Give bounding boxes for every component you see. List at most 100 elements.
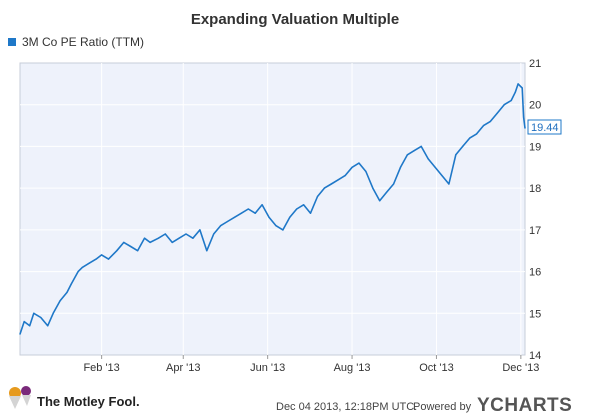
series-point xyxy=(386,191,388,193)
legend-label: 3M Co PE Ratio (TTM) xyxy=(22,35,144,49)
series-point xyxy=(476,133,478,135)
series-point xyxy=(413,150,415,152)
y-axis: 14 15 16 17 18 19 20 21 xyxy=(529,58,541,362)
series-point xyxy=(282,229,284,231)
y-tick-label: 21 xyxy=(529,58,541,70)
series-point xyxy=(523,116,525,118)
series-point xyxy=(101,254,103,256)
series-point xyxy=(164,233,166,235)
y-tick-label: 20 xyxy=(529,100,541,112)
x-tick-label: Oct '13 xyxy=(419,362,454,374)
last-value-callout: 19.44 xyxy=(527,119,562,135)
last-value-box xyxy=(527,119,562,135)
series-point xyxy=(489,120,491,122)
series-point xyxy=(330,183,332,185)
series-point xyxy=(462,145,464,147)
series-point xyxy=(178,237,180,239)
series-point xyxy=(455,154,457,156)
series-point xyxy=(441,175,443,177)
series-point xyxy=(427,158,429,160)
series-point xyxy=(268,216,270,218)
series-point xyxy=(337,179,339,181)
series-point xyxy=(137,250,139,252)
series-point xyxy=(351,166,353,168)
series-point xyxy=(206,250,208,252)
series-point xyxy=(420,145,422,147)
series-point xyxy=(510,99,512,102)
y-tick-label: 15 xyxy=(529,308,541,320)
series-point xyxy=(469,137,471,139)
series-point xyxy=(81,266,83,268)
series-point xyxy=(517,83,519,85)
series-point xyxy=(296,208,298,210)
series-point xyxy=(406,154,408,156)
series-point xyxy=(171,241,173,243)
x-tick-label: Aug '13 xyxy=(334,362,371,374)
series-point xyxy=(524,127,526,129)
series-point xyxy=(496,112,498,114)
series-point xyxy=(59,300,61,302)
series-point xyxy=(275,225,277,227)
series-point xyxy=(33,312,35,314)
legend: 3M Co PE Ratio (TTM) xyxy=(8,35,144,49)
series-point xyxy=(482,125,485,127)
series-point xyxy=(233,216,236,218)
gridlines xyxy=(20,63,525,355)
series-point xyxy=(19,333,21,335)
series-point xyxy=(192,237,194,239)
series-point xyxy=(503,104,505,106)
series-point xyxy=(240,212,242,214)
series-point xyxy=(29,325,31,327)
y-tick-label: 14 xyxy=(529,350,541,362)
series-point xyxy=(316,195,319,198)
x-tick-label: Feb '13 xyxy=(83,362,119,374)
series-point xyxy=(379,200,381,202)
series-layer xyxy=(19,83,526,335)
series-point xyxy=(399,166,402,168)
series-point xyxy=(47,325,49,327)
series-point xyxy=(52,312,54,314)
plot-area xyxy=(19,62,526,356)
x-tick-label: Jun '13 xyxy=(250,362,285,374)
series-point xyxy=(77,271,79,273)
jester-cap-icon xyxy=(9,386,31,409)
series-point xyxy=(88,262,90,264)
series-point xyxy=(448,183,450,185)
x-tick-label: Dec '13 xyxy=(502,362,539,374)
series-point xyxy=(303,204,305,206)
x-axis: Feb '13 Apr '13 Jun '13 Aug '13 Oct '13 Dec '… xyxy=(83,355,539,374)
ycharts-logo: YCHARTS xyxy=(477,395,572,416)
x-tick-label: Apr '13 xyxy=(166,362,201,374)
y-tick-label: 19 xyxy=(529,141,541,153)
series-point xyxy=(116,250,118,252)
series-point xyxy=(199,229,201,231)
series-point xyxy=(358,162,360,164)
series-point xyxy=(254,212,256,214)
series-point xyxy=(220,225,222,227)
series-point xyxy=(66,291,68,293)
last-value-label: 19.44 xyxy=(531,122,559,134)
series-point xyxy=(185,233,187,235)
series-point xyxy=(40,316,42,319)
footer-timestamp: Dec 04 2013, 12:18PM UTC. xyxy=(276,401,417,413)
series-point xyxy=(521,87,523,89)
series-point xyxy=(434,166,436,168)
chart-title: Expanding Valuation Multiple xyxy=(191,11,399,28)
series-point xyxy=(309,212,312,214)
y-tick-label: 16 xyxy=(529,267,541,279)
series-point xyxy=(344,175,346,177)
series-point xyxy=(23,321,25,323)
legend-swatch xyxy=(8,38,16,46)
series-point xyxy=(514,91,516,93)
series-point xyxy=(95,258,97,260)
motley-fool-wordmark: The Motley Fool. xyxy=(37,394,140,409)
series-point xyxy=(157,237,159,239)
series-point xyxy=(107,258,110,260)
series-point xyxy=(372,187,374,189)
series-point xyxy=(247,208,249,210)
footer-powered-by: Powered by xyxy=(413,401,472,413)
series-point xyxy=(70,283,72,285)
motley-fool-logo: The Motley Fool. xyxy=(9,386,140,409)
series-point xyxy=(143,237,146,239)
series-point xyxy=(323,187,325,189)
